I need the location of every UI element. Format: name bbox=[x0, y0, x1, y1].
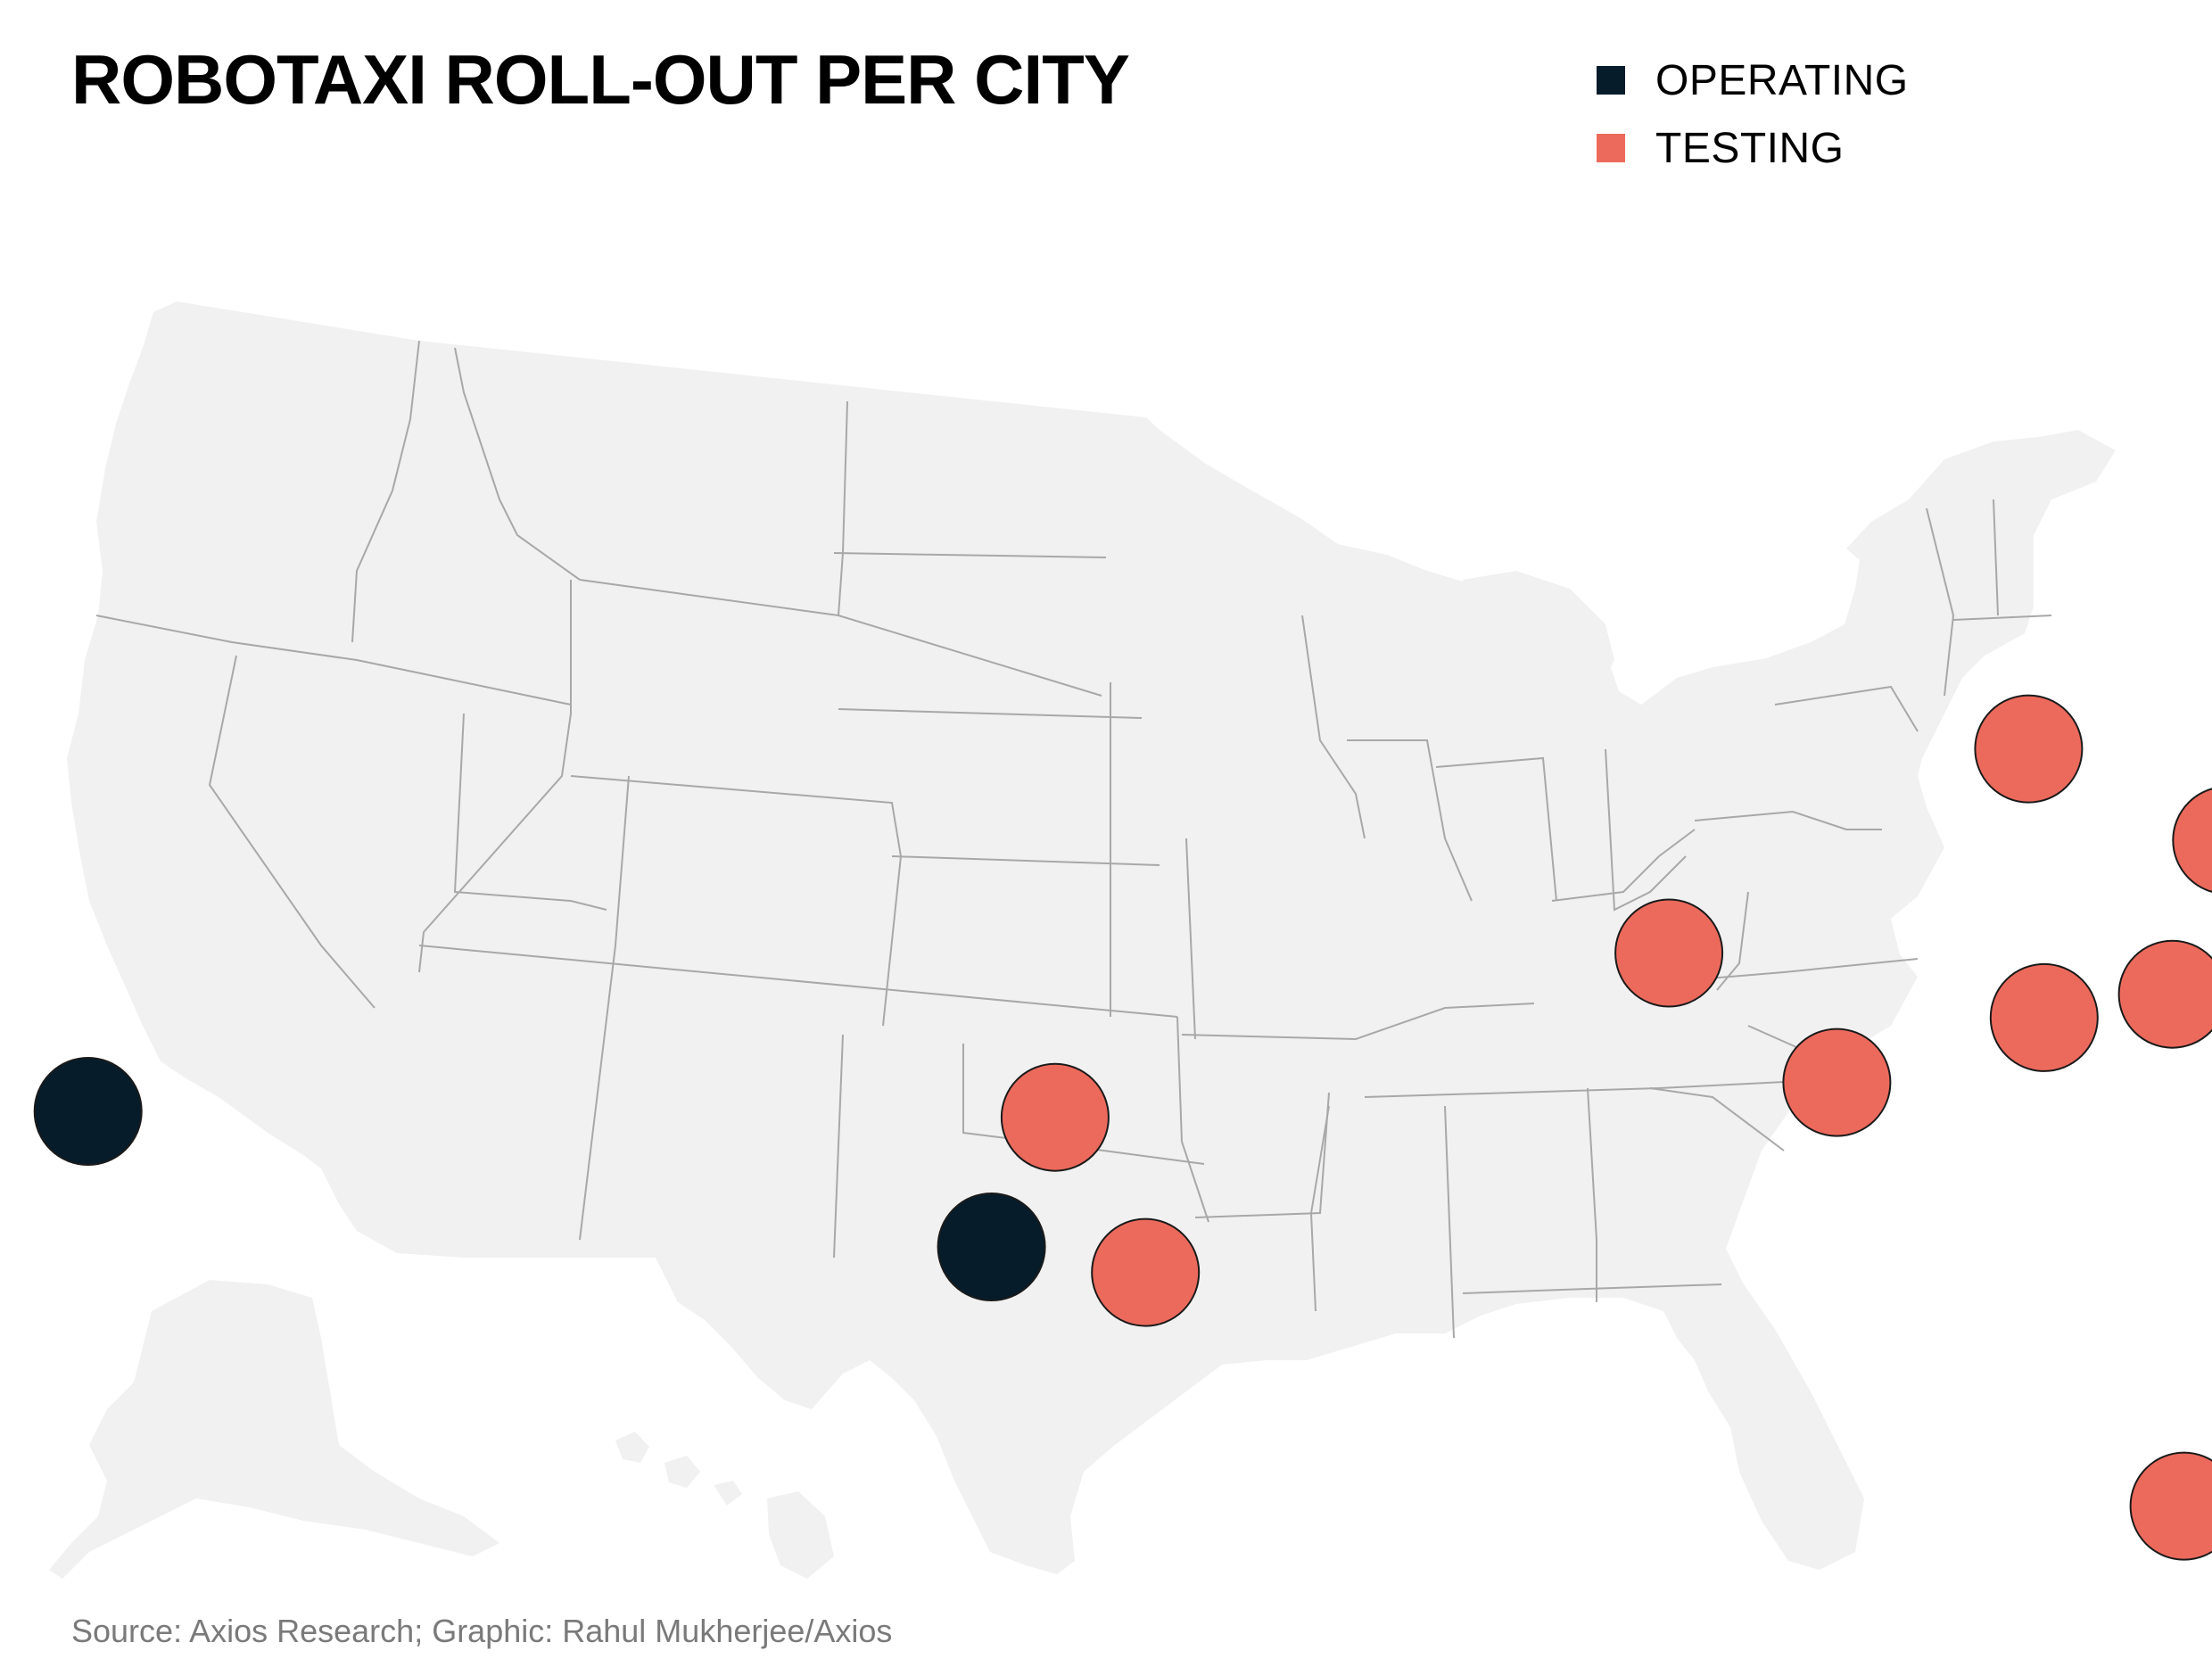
state-border bbox=[1347, 739, 1473, 902]
city-marker-testing bbox=[1989, 962, 2099, 1072]
state-border bbox=[1993, 499, 1999, 616]
legend-item-operating: OPERATING bbox=[1597, 46, 1909, 114]
legend-label-operating: OPERATING bbox=[1655, 56, 1909, 104]
state-border bbox=[95, 615, 572, 706]
city-marker-testing bbox=[1091, 1217, 1201, 1327]
alaska-landmass bbox=[49, 1280, 499, 1579]
state-border bbox=[1605, 748, 1687, 912]
state-border bbox=[1181, 1003, 1535, 1041]
city-marker-operating bbox=[33, 1057, 143, 1166]
land-layer bbox=[49, 301, 2116, 1579]
legend-swatch-testing bbox=[1597, 134, 1625, 162]
state-border bbox=[453, 713, 607, 911]
legend: OPERATING TESTING bbox=[1597, 46, 1909, 182]
state-border bbox=[454, 347, 581, 581]
legend-label-testing: TESTING bbox=[1655, 124, 1845, 172]
state-border bbox=[570, 775, 903, 1027]
state-border bbox=[1462, 1283, 1722, 1294]
state-borders bbox=[95, 340, 2052, 1339]
state-border bbox=[1716, 891, 1749, 991]
city-marker-testing bbox=[2129, 1451, 2212, 1561]
state-border bbox=[1185, 838, 1196, 1040]
state-border bbox=[208, 655, 376, 1009]
state-border bbox=[418, 945, 1178, 1018]
state-border bbox=[1364, 1078, 1838, 1098]
state-border bbox=[1444, 1105, 1455, 1339]
chart-title: ROBOTAXI ROLL-OUT PER CITY bbox=[71, 40, 1130, 119]
state-border bbox=[1309, 1105, 1330, 1312]
legend-item-testing: TESTING bbox=[1597, 114, 1909, 182]
state-border bbox=[1301, 615, 1366, 839]
state-border bbox=[1649, 1087, 1785, 1151]
lower48-landmass bbox=[67, 301, 2116, 1574]
state-border bbox=[1694, 810, 1882, 830]
state-border bbox=[1774, 685, 1919, 732]
state-border bbox=[579, 579, 1102, 697]
city-marker-testing bbox=[2117, 939, 2212, 1049]
state-border bbox=[1176, 1016, 1209, 1223]
hawaii-island bbox=[615, 1432, 649, 1463]
state-border bbox=[1194, 1092, 1330, 1218]
state-border bbox=[1952, 615, 2052, 621]
state-border bbox=[891, 855, 1160, 866]
state-border bbox=[838, 708, 1143, 719]
city-marker-testing bbox=[1782, 1028, 1892, 1137]
hawaii-island bbox=[664, 1456, 700, 1488]
legend-swatch-operating bbox=[1597, 66, 1625, 95]
city-markers bbox=[33, 694, 2212, 1561]
michigan-landmass bbox=[1454, 571, 1614, 722]
city-marker-testing bbox=[2172, 788, 2212, 893]
state-border bbox=[833, 552, 1107, 558]
city-marker-testing bbox=[1000, 1062, 1110, 1172]
hawaii-island bbox=[714, 1481, 742, 1506]
state-border bbox=[579, 775, 630, 1241]
state-border bbox=[351, 340, 420, 643]
state-border bbox=[833, 1034, 844, 1259]
hawaii-island bbox=[767, 1491, 834, 1579]
city-marker-testing bbox=[1974, 694, 2084, 804]
state-border bbox=[1587, 1087, 1597, 1302]
city-marker-testing bbox=[1614, 898, 1724, 1008]
state-border bbox=[1926, 508, 1955, 697]
city-marker-operating bbox=[937, 1193, 1046, 1301]
state-border bbox=[1551, 829, 1696, 902]
source-note: Source: Axios Research; Graphic: Rahul M… bbox=[71, 1613, 893, 1649]
state-border bbox=[1435, 756, 1557, 902]
